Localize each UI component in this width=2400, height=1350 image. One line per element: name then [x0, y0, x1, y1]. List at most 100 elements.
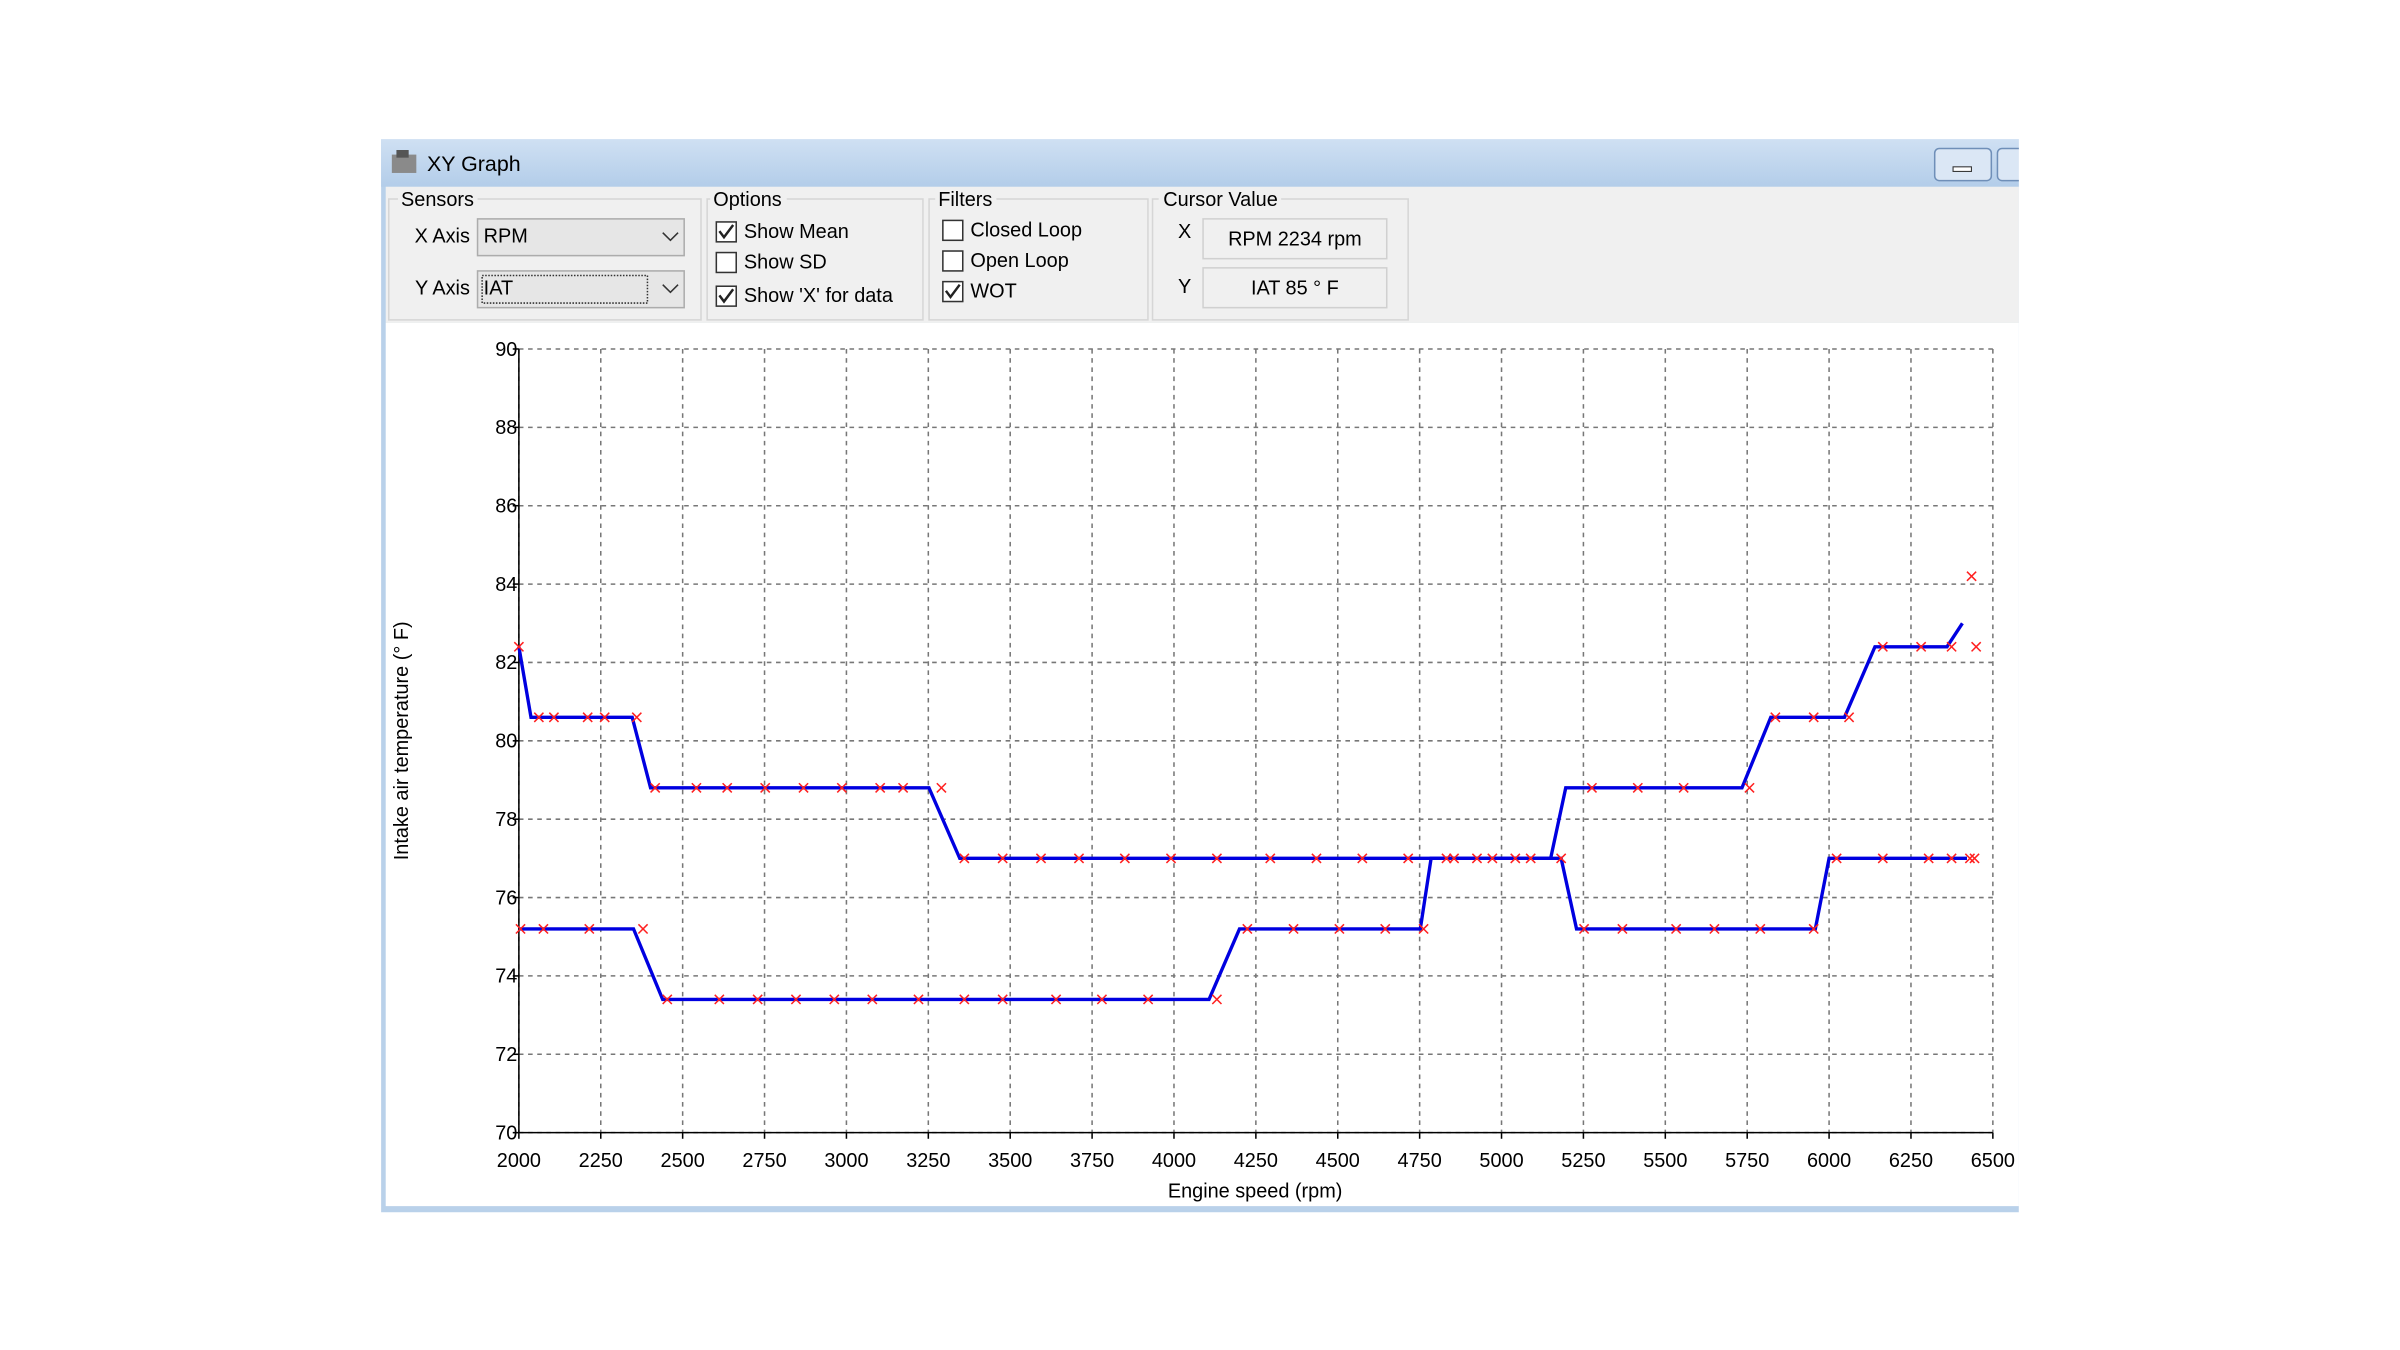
group-title-bg: [935, 189, 997, 209]
data-point: [1357, 853, 1368, 864]
checkbox[interactable]: [942, 250, 964, 272]
data-point: [1403, 853, 1414, 864]
data-point: [599, 712, 610, 723]
data-point: [538, 923, 549, 935]
x-tick-label: 6500: [1971, 1150, 2015, 1172]
combo-label: Y Axis: [415, 278, 470, 300]
data-point: [1964, 853, 1976, 864]
field-label: Y: [1178, 276, 1191, 298]
x-tick-label: 3500: [988, 1150, 1032, 1172]
checkbox-box: [942, 219, 964, 242]
checkbox[interactable]: [942, 280, 964, 303]
data-point: [1969, 853, 1980, 864]
chart-panel: [385, 322, 2019, 1207]
y-tick-label: 78: [495, 809, 517, 831]
group-title: Cursor Value: [1163, 189, 1278, 211]
data-point: [913, 994, 924, 1005]
field-box: [1202, 267, 1388, 309]
data-point: [714, 994, 725, 1005]
group-box: [706, 198, 924, 321]
data-point: [1050, 994, 1062, 1005]
data-point: [836, 782, 847, 793]
data-point: [1632, 782, 1643, 793]
data-point: [1448, 853, 1460, 864]
y-tick-label: 90: [495, 339, 517, 361]
data-point: [582, 712, 593, 723]
data-point: [1966, 571, 1977, 582]
data-point: [1617, 923, 1628, 935]
data-point: [1288, 923, 1299, 935]
group-title: Options: [713, 189, 782, 211]
data-point: [1265, 853, 1276, 864]
x-axis-label: Engine speed (rpm): [1168, 1181, 1343, 1203]
data-point: [1380, 923, 1391, 935]
data-point: [997, 853, 1008, 864]
field-label: X: [1178, 221, 1191, 243]
data-point: [1525, 853, 1536, 864]
data-point: [1211, 994, 1223, 1005]
checkbox-box: [942, 250, 964, 272]
minimize-button[interactable]: [1933, 147, 1993, 182]
data-point: [650, 782, 661, 793]
y-tick-label: 84: [495, 574, 517, 596]
checkbox[interactable]: [942, 219, 964, 242]
x-tick-label: 5000: [1479, 1150, 1523, 1172]
x-axis-combo[interactable]: [476, 218, 685, 257]
window-title: XY Graph: [427, 152, 521, 176]
x-tick-label: 4750: [1398, 1150, 1442, 1172]
checkbox-label: Show 'X' for data: [744, 285, 894, 307]
x-tick-label: 6000: [1807, 1150, 1851, 1172]
data-point: [584, 923, 595, 935]
combo-value: IAT: [484, 278, 513, 300]
data-point: [1142, 994, 1154, 1005]
x-tick-label: 2000: [497, 1150, 541, 1172]
group-title: Filters: [938, 189, 992, 211]
checkbox-box: [715, 251, 737, 274]
x-tick-label: 6250: [1889, 1150, 1933, 1172]
data-point: [662, 994, 673, 1005]
data-point: [722, 782, 733, 793]
data-point: [1755, 923, 1766, 935]
group-title-bg: [1158, 189, 1282, 209]
checkbox-label: Open Loop: [970, 250, 1068, 272]
data-point: [1670, 923, 1682, 935]
checkbox[interactable]: [715, 251, 737, 274]
mean-line: [518, 856, 1967, 1002]
checkbox-label: WOT: [970, 281, 1016, 303]
x-tick-label: 2250: [579, 1150, 623, 1172]
checkbox[interactable]: [715, 285, 737, 307]
checkbox[interactable]: [715, 221, 737, 243]
data-point: [637, 923, 649, 935]
data-point: [1678, 782, 1689, 793]
checkbox-label: Show Mean: [744, 221, 849, 243]
x-tick-label: 5500: [1643, 1150, 1687, 1172]
data-point: [790, 994, 802, 1005]
data-point: [533, 712, 544, 723]
filters-group: Filters Closed Loop Open Loop WOT: [928, 189, 1149, 321]
data-point: [867, 994, 878, 1005]
field-value: IAT 85 ° F: [1251, 278, 1339, 300]
cursor-group: Cursor Value X RPM 2234 rpm Y IAT 85 ° F: [1151, 189, 1409, 321]
data-point: [691, 782, 702, 793]
data-point: [1744, 782, 1755, 793]
y-axis-combo[interactable]: [476, 270, 685, 309]
data-point: [631, 712, 642, 723]
group-box: [928, 198, 1149, 321]
x-tick-label: 4250: [1234, 1150, 1278, 1172]
data-point: [548, 712, 560, 723]
data-point: [1971, 641, 1982, 652]
checkbox-label: Show SD: [744, 252, 827, 274]
x-tick-label: 4500: [1316, 1150, 1360, 1172]
data-point: [1471, 853, 1483, 864]
y-tick-label: 74: [495, 966, 517, 988]
data-point: [1441, 853, 1452, 864]
data-point: [1096, 994, 1108, 1005]
data-point: [997, 994, 1008, 1005]
data-point: [1578, 923, 1590, 935]
y-axis-label: Intake air temperature (° F): [391, 621, 413, 860]
options-group: Options Show Mean Show SD Show 'X' for dat…: [706, 189, 924, 321]
data-point: [1073, 853, 1085, 864]
group-title: Sensors: [401, 189, 474, 211]
